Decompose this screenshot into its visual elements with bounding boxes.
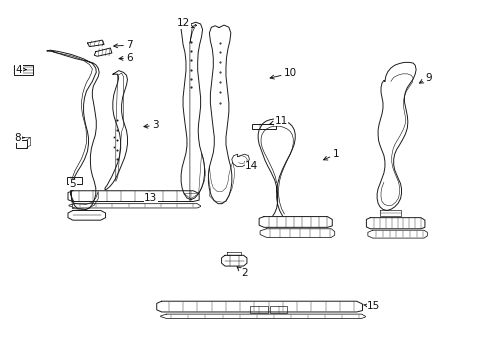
Bar — [252, 124, 275, 129]
Text: 7: 7 — [114, 40, 133, 50]
Bar — [14, 64, 33, 75]
Bar — [250, 306, 267, 313]
Text: 2: 2 — [237, 267, 247, 278]
Text: 3: 3 — [143, 121, 159, 130]
Bar — [66, 177, 82, 184]
Bar — [269, 306, 287, 313]
Text: 10: 10 — [269, 68, 297, 79]
Text: 11: 11 — [269, 116, 287, 126]
Text: 12: 12 — [177, 18, 193, 28]
Text: 9: 9 — [419, 73, 431, 83]
Text: 1: 1 — [323, 149, 339, 160]
Bar — [16, 140, 26, 148]
Text: 8: 8 — [15, 133, 24, 143]
Text: 15: 15 — [363, 301, 380, 311]
Text: 14: 14 — [244, 161, 258, 171]
Text: 4: 4 — [16, 64, 26, 75]
Text: 5: 5 — [69, 179, 76, 189]
Text: 13: 13 — [144, 192, 157, 203]
Text: 6: 6 — [119, 53, 133, 63]
